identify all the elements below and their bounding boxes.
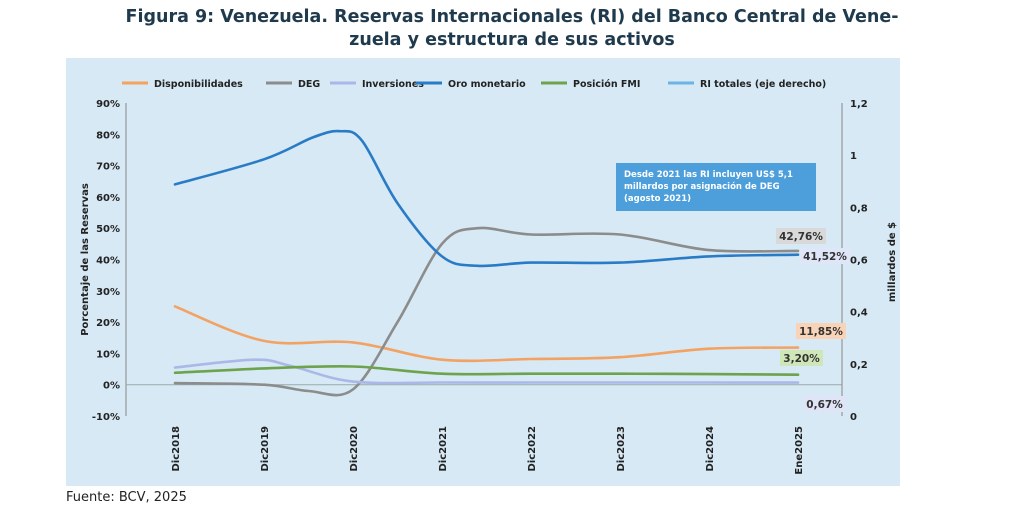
y-left-tick-label: 0%: [103, 381, 120, 392]
y-left-axis-label: Porcentaje de las Reservas: [80, 183, 91, 336]
series-line-inversiones: [173, 358, 800, 385]
end-label-text: 41,52%: [803, 251, 847, 263]
y-right-tick-label: 0,2: [850, 360, 868, 371]
legend-entry-label: RI totales (eje derecho): [700, 79, 826, 90]
y-left-tick-label: 90%: [96, 99, 120, 110]
x-tick-label: Dic2023: [616, 426, 627, 472]
end-label-box: [780, 350, 823, 366]
y-left-tick-label: 50%: [96, 224, 120, 235]
y-left-tick-label: 60%: [96, 193, 120, 204]
y-left-tick-label: -10%: [92, 412, 120, 423]
y-right-tick-label: 1,2: [850, 99, 868, 110]
end-labels: 42,76% 41,52% 11,85% 3,20% 0,67%: [776, 228, 850, 412]
y-right-tick-label: 0,8: [850, 203, 868, 214]
annotation-text-line: millardos por asignación de DEG: [624, 181, 780, 192]
y-right-tick-label: 1: [850, 151, 857, 162]
series-lines: [173, 129, 800, 397]
series-line-posicion-fmi: [173, 364, 800, 376]
legend-entry-label: Oro monetario: [448, 79, 526, 90]
legend-entry-label: DEG: [298, 79, 320, 90]
axes: -10% 0% 10% 20% 30% 40% 50% 60% 70% 80% 90% 0 0,2 0,4…: [80, 99, 898, 475]
y-right-tick-label: 0: [850, 412, 857, 423]
y-left-tick-label: 40%: [96, 256, 120, 267]
end-label-text: 42,76%: [779, 231, 823, 243]
x-tick-label: Dic2021: [438, 426, 449, 472]
series-line-disponibilidades: [173, 305, 800, 363]
y-right-axis-label: millardos de $: [887, 222, 898, 302]
end-label-text: 0,67%: [806, 399, 843, 411]
end-label-box: [796, 323, 846, 339]
end-label-box: [800, 248, 850, 264]
legend-entry-label: Posición FMI: [573, 79, 640, 90]
y-right-tick-label: 0,4: [850, 308, 868, 319]
y-left-tick-label: 10%: [96, 349, 120, 360]
annotation-text-line: Desde 2021 las RI incluyen US$ 5,1: [624, 170, 793, 180]
x-tick-label: Dic2022: [527, 426, 538, 472]
legend-entry-label: Inversiones: [362, 79, 424, 90]
series-line-deg: [173, 226, 800, 397]
annotation-text-line: (agosto 2021): [624, 194, 691, 204]
x-tick-label: Dic2024: [705, 426, 716, 472]
end-label-box: [803, 396, 846, 412]
chart-title: Figura 9: Venezuela. Reservas Internacio…: [0, 6, 1024, 52]
y-left-tick-label: 70%: [96, 162, 120, 173]
x-tick-label: Dic2018: [171, 426, 182, 472]
legend-entry-label: Disponibilidades: [154, 79, 243, 90]
y-left-tick-label: 20%: [96, 318, 120, 329]
chart-title-line1: Figura 9: Venezuela. Reservas Internacio…: [125, 7, 899, 27]
chart-title-line2: zuela y estructura de sus activos: [349, 30, 675, 50]
series-line-oro-monetario: [173, 129, 800, 268]
x-tick-label: Ene2025: [794, 426, 805, 475]
end-label-box: [776, 228, 826, 244]
chart-background: [66, 58, 900, 486]
annotation-box: [616, 163, 816, 211]
end-label-text: 11,85%: [799, 326, 843, 338]
x-tick-label: Dic2019: [260, 426, 271, 472]
y-right-tick-label: 0,6: [850, 256, 868, 267]
x-tick-label: Dic2020: [349, 426, 360, 472]
annotation: Desde 2021 las RI incluyen US$ 5,1millar…: [616, 163, 816, 211]
source-note: Fuente: BCV, 2025: [66, 490, 187, 505]
legend: Disponibilidades DEG Inversiones Oro moneta…: [122, 79, 826, 90]
y-left-tick-label: 30%: [96, 287, 120, 298]
end-label-text: 3,20%: [783, 353, 820, 365]
y-left-tick-label: 80%: [96, 130, 120, 141]
